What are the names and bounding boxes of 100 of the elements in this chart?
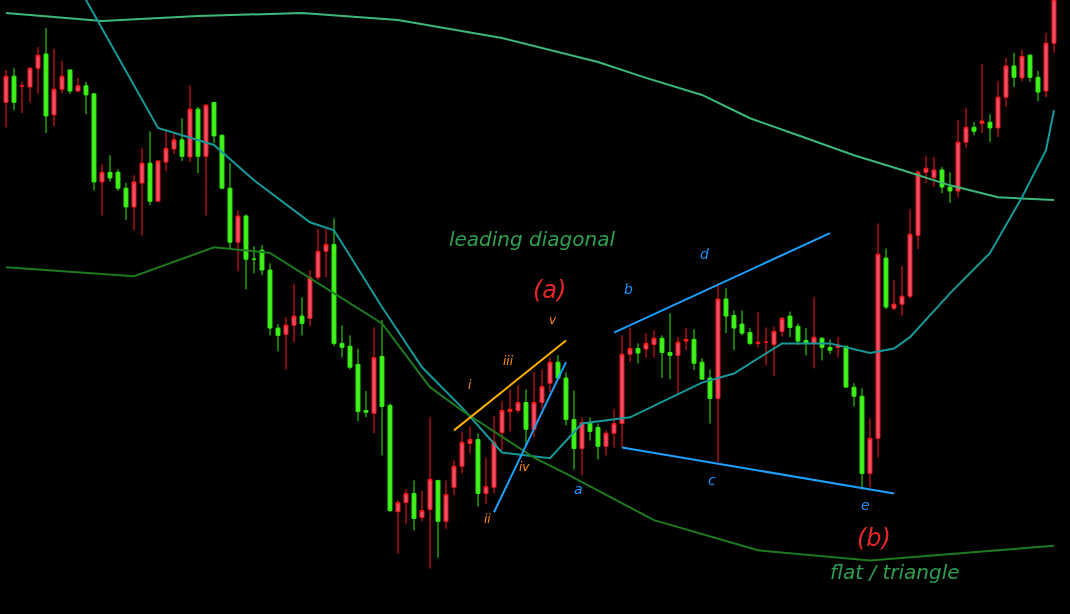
- candlestick: [347, 334, 353, 371]
- annotation: e: [861, 497, 870, 513]
- candlestick: [291, 283, 297, 343]
- candlestick: [35, 46, 41, 95]
- candlestick: [131, 174, 137, 231]
- candlestick: [211, 101, 217, 144]
- candlestick: [659, 334, 665, 379]
- candlestick: [1011, 52, 1017, 88]
- candlestick: [43, 27, 49, 134]
- annotation: c: [708, 472, 716, 488]
- candlestick: [811, 296, 817, 369]
- candlestick: [163, 128, 169, 172]
- candlestick: [395, 499, 401, 555]
- candlestick: [235, 209, 241, 272]
- candlestick: [563, 371, 569, 426]
- candlestick: [331, 217, 337, 347]
- candlestick: [371, 326, 377, 434]
- candlestick: [715, 282, 721, 463]
- candlestick: [1043, 32, 1049, 98]
- candlestick: [595, 423, 601, 460]
- annotation: i: [468, 378, 472, 392]
- annotation: b: [624, 281, 633, 297]
- candlestick: [403, 488, 409, 525]
- candlestick: [803, 327, 809, 356]
- candlestick: [499, 400, 505, 451]
- candlestick: [795, 322, 801, 346]
- candlestick: [419, 490, 425, 522]
- candlestick: [67, 69, 73, 95]
- candlestick: [947, 171, 953, 204]
- candlestick: [267, 262, 273, 336]
- candlestick: [155, 160, 161, 202]
- candlestick: [843, 345, 849, 388]
- candlestick: [723, 287, 729, 334]
- candlestick: [83, 81, 89, 115]
- annotation: v: [549, 313, 557, 327]
- candlestick: [411, 479, 417, 531]
- candlestick: [115, 168, 121, 192]
- candlestick: [435, 479, 441, 559]
- candlestick: [475, 432, 481, 508]
- candlestick: [859, 387, 865, 490]
- candlestick: [363, 390, 369, 418]
- candlestick: [915, 169, 921, 250]
- candlestick: [1035, 70, 1041, 102]
- candlestick: [443, 479, 449, 530]
- annotation: a: [574, 481, 583, 497]
- candlestick: [707, 369, 713, 425]
- candlestick: [531, 371, 537, 438]
- candlestick: [899, 265, 905, 317]
- candlestick: [323, 228, 329, 278]
- candlestick: [283, 316, 289, 371]
- candlestick: [467, 425, 473, 455]
- candlestick: [507, 388, 513, 433]
- candlestick: [91, 92, 97, 191]
- candlestick: [539, 369, 545, 410]
- candlestick: [739, 309, 745, 336]
- candlestick: [619, 334, 625, 448]
- candlestick: [243, 213, 249, 290]
- candlestick: [1051, 0, 1057, 54]
- candlestick: [307, 269, 313, 327]
- candlestick: [147, 130, 153, 206]
- candlestick: [491, 415, 497, 494]
- annotation: (b): [857, 524, 891, 552]
- candlestick: [107, 154, 113, 183]
- candlestick: [1019, 49, 1025, 82]
- candlestick: [355, 348, 361, 422]
- candlestick: [459, 431, 465, 475]
- candlestick: [627, 326, 633, 363]
- candlestick: [931, 156, 937, 188]
- candlestick: [787, 311, 793, 338]
- candlestick: [11, 67, 17, 111]
- candlestick: [195, 106, 201, 174]
- candlestick: [187, 84, 193, 163]
- candlestick: [51, 48, 57, 127]
- candlestick: [995, 80, 1001, 138]
- candlestick: [451, 460, 457, 496]
- candlestick: [923, 155, 929, 184]
- candlestick: [1003, 57, 1009, 108]
- candlestick: [683, 327, 689, 351]
- candlestick: [123, 182, 129, 221]
- candlestick: [747, 327, 753, 346]
- annotation: d: [700, 246, 709, 262]
- candlestick: [971, 121, 977, 136]
- candlestick: [851, 382, 857, 407]
- candlestick: [59, 60, 65, 94]
- candlestick: [571, 390, 577, 471]
- candlestick: [219, 133, 225, 190]
- candlestick: [387, 403, 393, 513]
- candlestick: [139, 147, 145, 236]
- candlestick: [691, 328, 697, 371]
- candlestick: [731, 309, 737, 351]
- candlestick: [939, 166, 945, 194]
- candlestick: [99, 163, 105, 216]
- candlestick: [827, 338, 833, 355]
- candlestick: [579, 416, 585, 476]
- candlestick: [379, 319, 385, 456]
- candlestick: [955, 119, 961, 198]
- candlestick: [427, 416, 433, 570]
- candlestick: [299, 296, 305, 336]
- annotation: iv: [519, 460, 531, 474]
- candlestick: [483, 457, 489, 505]
